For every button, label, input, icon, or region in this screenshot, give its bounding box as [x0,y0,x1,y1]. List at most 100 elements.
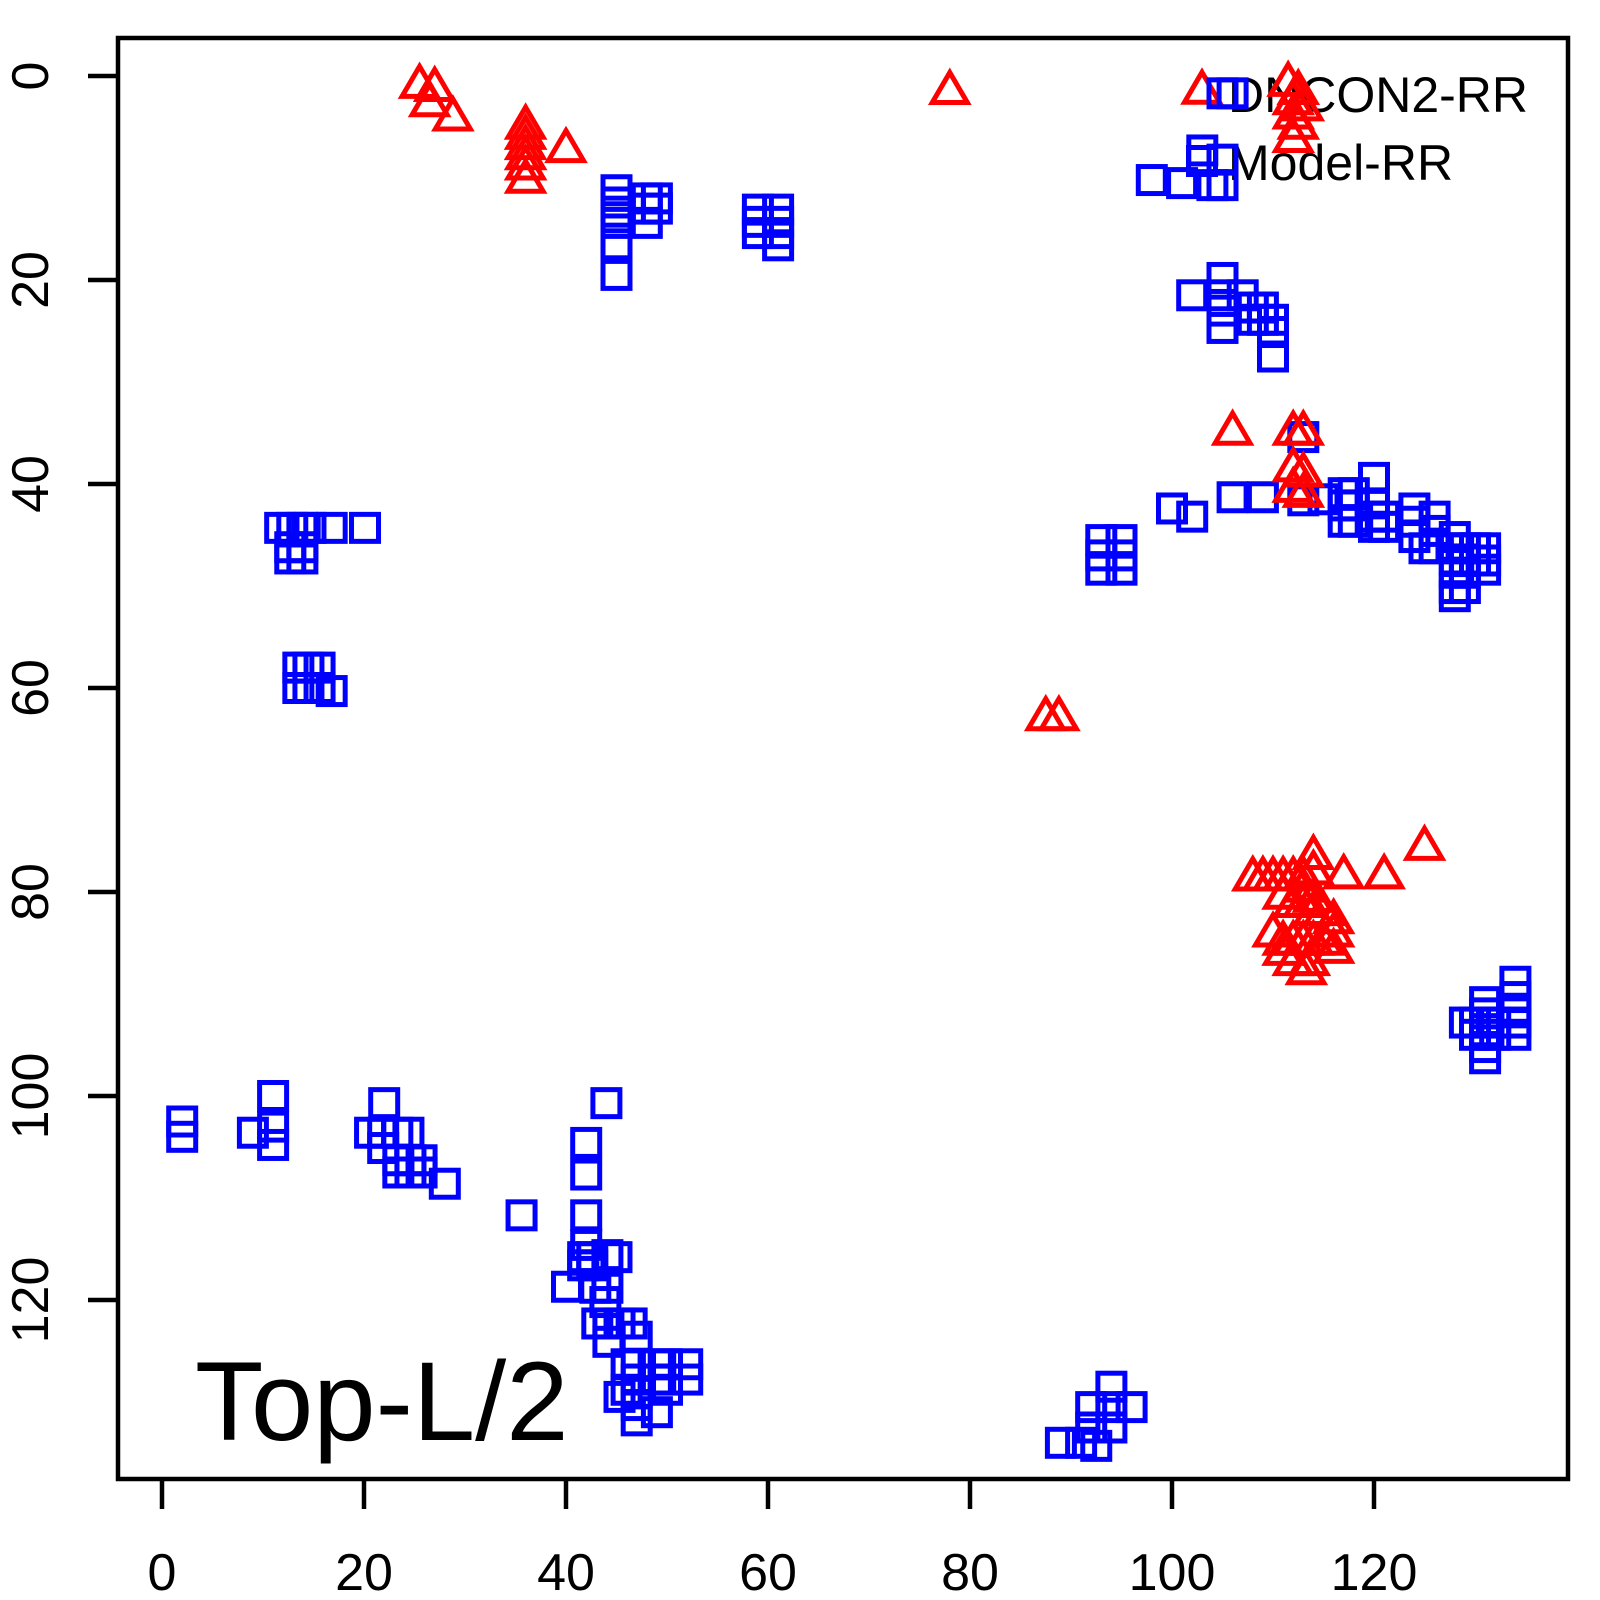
data-point-square [1105,553,1138,586]
data-point-square [671,1363,704,1396]
x-tick-label: 100 [1129,1544,1216,1600]
data-point-square [590,1087,623,1120]
data-point-square [1115,1391,1148,1424]
data-point-square [640,1396,673,1429]
data-point-square [1044,1426,1077,1459]
data-point-square [1206,261,1239,294]
data-point-square [1156,492,1188,525]
data-point-square [570,1126,603,1159]
y-tick-label: 100 [2,1053,60,1140]
data-point-square [1135,164,1168,197]
data-point-square [600,228,633,261]
data-point-triangle [412,64,457,102]
data-point-square [1499,1018,1532,1051]
data-point-triangle [1271,465,1316,503]
x-tick-label: 80 [941,1544,999,1600]
data-point-triangle [1037,693,1081,732]
data-point-triangle [503,156,548,194]
data-point-square [315,511,348,544]
data-point-square [1166,167,1199,200]
data-point-triangle [1362,851,1406,890]
data-point-square [600,206,633,239]
data-point-triangle [1281,408,1326,446]
data-point-square [1075,1391,1108,1424]
data-point-square [1095,1391,1128,1424]
y-tick-label: 60 [2,659,60,717]
data-point-square [1216,77,1249,110]
data-point-triangle [503,132,548,171]
data-point-square [1186,134,1219,167]
data-point-triangle [544,125,588,164]
data-point-square [600,1241,633,1274]
data-point-triangle [407,79,452,118]
data-point-square [1085,553,1118,586]
data-point-triangle [1210,408,1255,446]
data-point-square [570,1199,603,1232]
data-point-square [1448,572,1481,605]
data-point-square [294,511,327,544]
series-dncon2-rr [397,59,1447,986]
legend-label-model-rr: Model-RR [1228,135,1453,191]
y-tick-label: 0 [2,62,60,91]
data-point-square [428,1167,461,1200]
series-model-rr [166,77,1532,1462]
data-point-square [349,511,382,544]
data-point-triangle [1180,67,1224,105]
data-point-square [368,1087,401,1120]
data-point-square [1095,1370,1128,1403]
data-point-square [286,542,319,575]
data-point-square [1080,1429,1113,1462]
y-tick-label: 40 [2,455,60,513]
data-point-triangle [431,94,475,132]
data-point-square [1469,553,1502,586]
data-point-square [1337,505,1370,538]
data-point-square [1257,340,1289,373]
data-point-square [603,1380,636,1413]
data-point-square [1206,169,1239,202]
x-tick-label: 20 [335,1544,393,1600]
x-tick-label: 40 [537,1544,595,1600]
data-point-square [570,1158,603,1191]
data-point-square [315,675,348,708]
y-tick-label: 20 [2,251,60,309]
data-point-square [1368,510,1401,543]
data-point-square [762,229,795,262]
data-point-triangle [1284,947,1329,986]
data-point-square [1176,500,1209,533]
x-tick-label: 0 [148,1544,177,1600]
data-point-square [257,1080,290,1112]
data-point-square [1206,311,1239,344]
data-point-triangle [503,143,548,181]
data-point-triangle [1321,851,1366,890]
data-point-square [1246,481,1279,514]
x-tick-label: 120 [1331,1544,1418,1600]
data-point-triangle [1271,444,1316,483]
data-point-square [257,1128,290,1161]
data-point-square [1469,1042,1502,1075]
data-point-triangle [1271,115,1316,153]
x-tick-label: 60 [739,1544,797,1600]
data-point-square [1216,481,1249,514]
y-tick-label: 80 [2,863,60,921]
data-point-square [1438,580,1471,613]
data-point-square [651,1373,683,1406]
plot-border [115,35,1571,1482]
y-tick-label: 120 [2,1257,60,1344]
data-point-square [1257,316,1289,349]
data-point-square [505,1199,538,1232]
data-point-triangle [927,67,972,106]
data-point-square [1176,279,1209,312]
data-point-square [166,1120,199,1153]
data-point-square [600,258,633,291]
data-point-triangle [1281,470,1326,508]
axes: 0 20 40 60 80 100 120 0 20 40 60 80 100 120 [2,35,1571,1600]
data-point-square [1418,514,1451,547]
plot-annotation-top-l2: Top-L/2 [195,1339,569,1464]
data-point-square [257,1110,290,1143]
data-point-square [630,206,663,239]
data-point-triangle [1311,926,1356,964]
data-point-square [620,1404,653,1437]
data-point-triangle [1291,832,1336,871]
